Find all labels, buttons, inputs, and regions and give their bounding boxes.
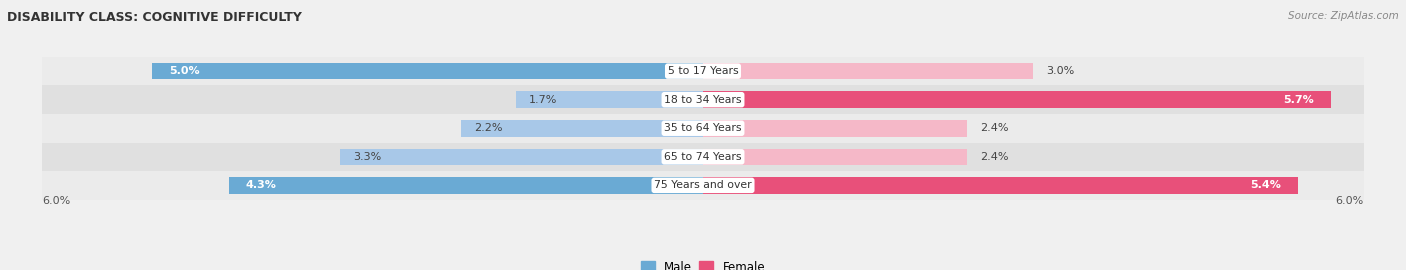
Bar [703, 63, 1033, 79]
Text: 2.2%: 2.2% [474, 123, 502, 133]
Text: 35 to 64 Years: 35 to 64 Years [664, 123, 742, 133]
Bar [339, 148, 703, 165]
Bar [703, 120, 967, 137]
Bar [703, 177, 1298, 194]
Bar [42, 143, 1364, 171]
Text: 5.0%: 5.0% [169, 66, 200, 76]
Text: 2.4%: 2.4% [980, 152, 1010, 162]
Bar [152, 63, 703, 79]
Text: 18 to 34 Years: 18 to 34 Years [664, 95, 742, 105]
Bar [703, 92, 1330, 108]
Text: 75 Years and over: 75 Years and over [654, 180, 752, 190]
Text: 6.0%: 6.0% [1336, 196, 1364, 206]
Bar [516, 92, 703, 108]
Text: 2.4%: 2.4% [980, 123, 1010, 133]
Bar [42, 114, 1364, 143]
Text: 5 to 17 Years: 5 to 17 Years [668, 66, 738, 76]
Bar [703, 148, 967, 165]
Text: 5.7%: 5.7% [1284, 95, 1315, 105]
Bar [42, 57, 1364, 85]
Text: 65 to 74 Years: 65 to 74 Years [664, 152, 742, 162]
Text: 4.3%: 4.3% [246, 180, 277, 190]
Bar [461, 120, 703, 137]
Bar [42, 171, 1364, 200]
Text: DISABILITY CLASS: COGNITIVE DIFFICULTY: DISABILITY CLASS: COGNITIVE DIFFICULTY [7, 11, 302, 24]
Text: 1.7%: 1.7% [529, 95, 557, 105]
Legend: Male, Female: Male, Female [636, 256, 770, 270]
Text: 6.0%: 6.0% [42, 196, 70, 206]
Text: Source: ZipAtlas.com: Source: ZipAtlas.com [1288, 11, 1399, 21]
Text: 5.4%: 5.4% [1250, 180, 1281, 190]
Bar [229, 177, 703, 194]
Text: 3.0%: 3.0% [1046, 66, 1074, 76]
Text: 3.3%: 3.3% [353, 152, 381, 162]
Bar [42, 85, 1364, 114]
